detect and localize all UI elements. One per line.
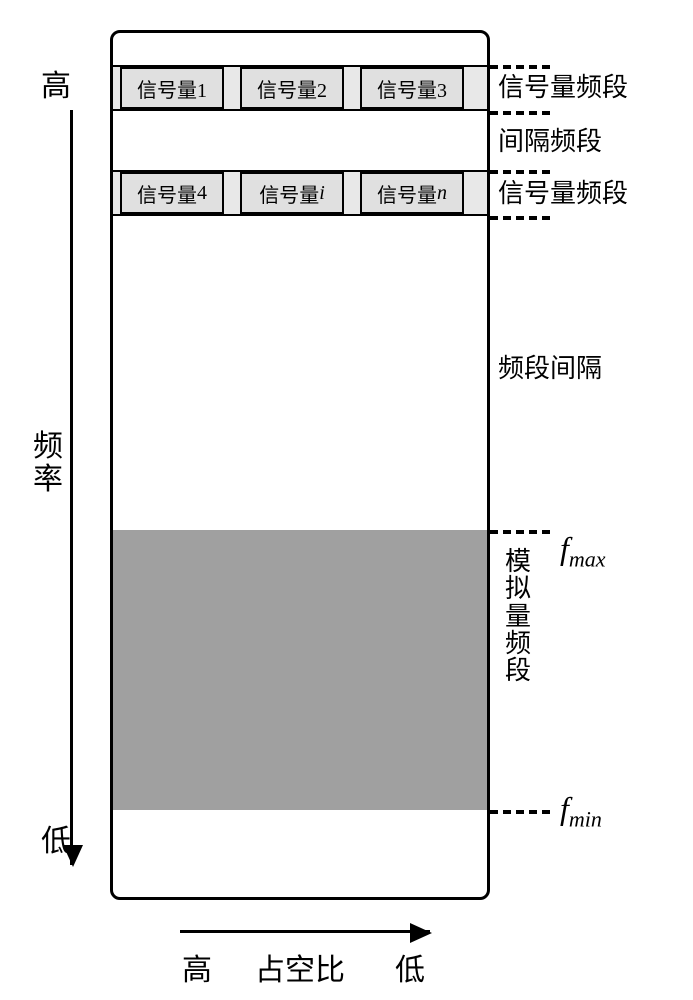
sig-label-ital: n (437, 182, 447, 205)
label-gap-band: 间隔频段 (498, 128, 602, 155)
sig-label: 信号量3 (377, 74, 447, 103)
dash-line (490, 810, 550, 814)
signal-box-n: 信号量n (360, 172, 464, 214)
label-fmax: fmax (560, 530, 606, 572)
ch: 段 (505, 657, 535, 684)
label-sig-band-1: 信号量频段 (498, 74, 628, 101)
signal-box-2: 信号量2 (240, 67, 344, 109)
label-sig-band-2: 信号量频段 (498, 180, 628, 207)
label-low: 低 (40, 825, 72, 858)
duty-arrow (180, 930, 430, 933)
sig-label-ital: i (319, 182, 325, 205)
freq-char: 频 (32, 430, 64, 463)
x-label-duty: 占空比 (255, 945, 345, 989)
label-band-gap: 频段间隔 (498, 355, 602, 382)
ch: 频 (505, 630, 535, 657)
label-freq: 频 率 (32, 430, 64, 496)
sig-label: 信号量2 (257, 74, 327, 103)
label-high: 高 (40, 70, 72, 103)
dash-line (490, 170, 550, 174)
sig-label-pre: 信号量 (377, 179, 437, 208)
label-fmin: fmin (560, 790, 602, 832)
dash-line (490, 216, 550, 220)
sig-label: 信号量1 (137, 74, 207, 103)
signal-box-1: 信号量1 (120, 67, 224, 109)
f-sub: max (569, 546, 606, 571)
freq-char: 率 (32, 463, 64, 496)
diagram-canvas: 信号量1 信号量2 信号量3 信号量4 信号量i 信号量n 高 频 率 低 信号… (0, 0, 693, 1000)
sig-label-pre: 信号量 (259, 179, 319, 208)
dash-line (490, 65, 550, 69)
dash-line (490, 111, 550, 115)
label-analog-band: 模 拟 量 频 段 (505, 548, 535, 684)
ch: 模 (505, 548, 535, 575)
x-label-high: 高 (182, 945, 212, 989)
signal-box-4: 信号量4 (120, 172, 224, 214)
sig-label-post: 4 (197, 182, 207, 205)
signal-box-i: 信号量i (240, 172, 344, 214)
ch: 拟 (505, 575, 535, 602)
dash-line (490, 530, 550, 534)
f-sym: f (560, 530, 569, 566)
x-label-low: 低 (395, 945, 425, 989)
analog-band (113, 530, 487, 810)
signal-box-3: 信号量3 (360, 67, 464, 109)
freq-arrow (70, 110, 73, 865)
f-sym: f (560, 790, 569, 826)
sig-label-pre: 信号量 (137, 179, 197, 208)
f-sub: min (569, 806, 602, 831)
ch: 量 (505, 603, 535, 630)
